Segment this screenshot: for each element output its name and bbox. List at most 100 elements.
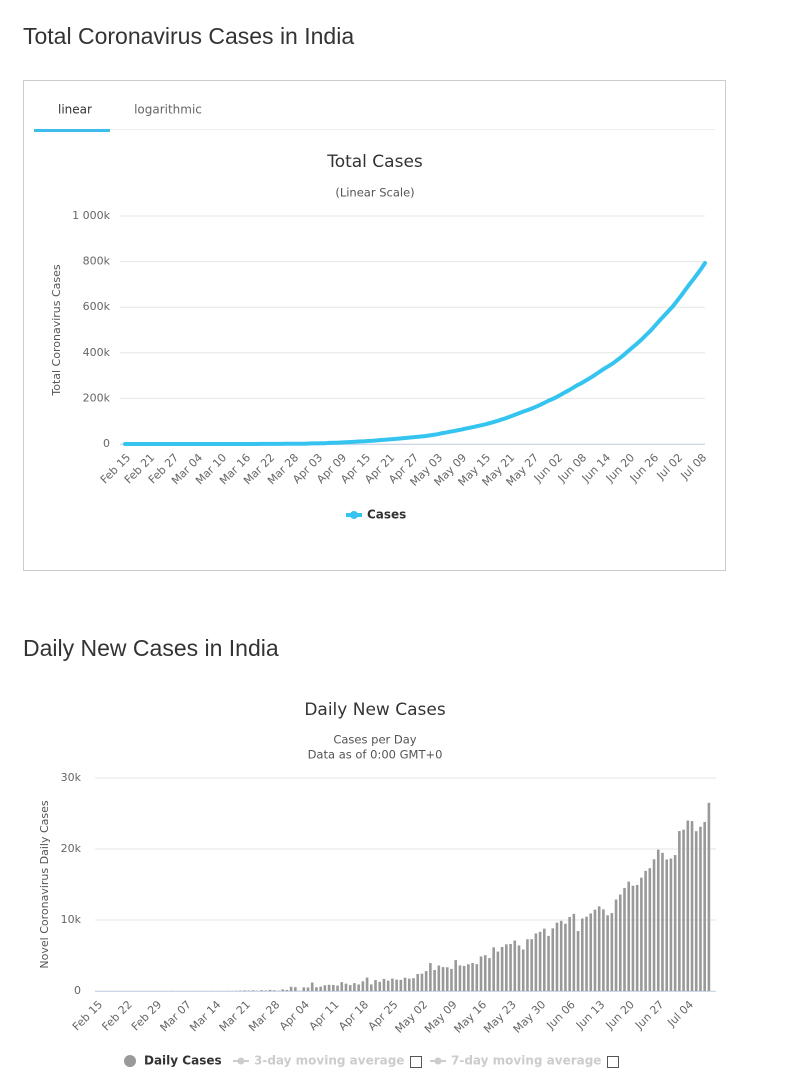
bar <box>699 826 702 991</box>
bar <box>315 987 318 991</box>
bar <box>585 916 588 991</box>
bar <box>467 964 470 991</box>
bar <box>302 987 306 991</box>
bar <box>340 982 344 991</box>
bar <box>661 852 664 991</box>
y-tick-label: 600k <box>83 300 111 313</box>
bar <box>344 983 348 991</box>
bar <box>602 909 605 991</box>
chart-subtitle: (Linear Scale) <box>335 186 414 200</box>
bar <box>319 986 322 991</box>
bar <box>534 933 538 991</box>
y-tick-label: 1 000k <box>72 209 110 222</box>
bar <box>475 964 479 991</box>
x-tick-label: Jun 27 <box>632 998 666 1032</box>
bar <box>412 978 415 991</box>
bar <box>450 968 453 991</box>
chart-box <box>23 80 726 571</box>
checkbox[interactable] <box>607 1056 619 1068</box>
y-tick-label: 0 <box>103 437 110 450</box>
bar <box>289 986 293 991</box>
bar <box>483 955 487 991</box>
bar <box>378 981 382 991</box>
bar <box>648 868 652 991</box>
x-tick-label: Mar 07 <box>158 998 194 1034</box>
legend-symbol <box>237 1057 245 1065</box>
legend-symbol <box>350 511 358 519</box>
bar <box>479 956 483 991</box>
bar <box>568 916 571 991</box>
checkbox[interactable] <box>410 1056 422 1068</box>
bar <box>593 909 597 991</box>
bar <box>614 899 618 991</box>
legend-label[interactable]: 3-day moving average <box>254 1054 404 1068</box>
bar <box>353 983 356 991</box>
bar <box>526 939 529 991</box>
bar <box>690 821 694 991</box>
legend-label[interactable]: Cases <box>367 508 406 522</box>
chart-title: Daily New Cases <box>304 700 446 720</box>
tab[interactable]: linear <box>58 103 92 117</box>
tab[interactable]: logarithmic <box>134 103 202 117</box>
y-tick-label: 200k <box>83 391 111 404</box>
bar <box>332 984 335 991</box>
bar <box>424 971 428 991</box>
bar <box>471 963 474 991</box>
bar <box>272 990 276 991</box>
bar <box>420 973 424 991</box>
heading: Daily New Cases in India <box>23 635 279 661</box>
x-tick-label: Apr 11 <box>307 998 342 1033</box>
legend-label[interactable]: 7-day moving average <box>451 1054 601 1068</box>
bar <box>618 894 622 991</box>
bar <box>395 979 398 991</box>
bar <box>496 951 500 991</box>
x-tick-label: Jun 13 <box>573 998 607 1032</box>
bar <box>361 981 365 991</box>
bar <box>281 989 284 991</box>
bar <box>682 829 685 991</box>
bar <box>517 945 521 991</box>
bar <box>703 821 706 991</box>
bar <box>370 984 373 991</box>
line <box>123 261 707 446</box>
x-tick-label: Mar 28 <box>246 998 282 1034</box>
bar <box>285 989 289 991</box>
bar <box>268 989 272 991</box>
bar <box>644 870 647 991</box>
bar <box>589 913 593 991</box>
bar <box>492 947 495 991</box>
bar <box>416 974 420 991</box>
bar <box>441 967 445 991</box>
bar <box>530 939 533 991</box>
y-tick-label: 800k <box>83 255 111 268</box>
bar <box>403 977 407 991</box>
bar <box>652 859 656 991</box>
bar <box>551 928 555 991</box>
bar <box>669 858 673 991</box>
bar <box>572 913 576 991</box>
bar <box>555 922 559 991</box>
bar <box>462 965 466 991</box>
bar <box>521 949 525 991</box>
bar <box>445 967 449 991</box>
bar <box>365 977 369 991</box>
bar <box>547 935 550 991</box>
bar <box>610 913 614 991</box>
y-tick-label: 0 <box>74 984 81 997</box>
bar <box>606 915 609 991</box>
bar <box>294 987 297 991</box>
chart-title: Total Cases <box>326 152 423 172</box>
bar <box>454 960 457 991</box>
bar <box>640 877 643 991</box>
bar <box>597 906 601 991</box>
bar <box>399 979 403 991</box>
bar <box>336 985 339 991</box>
x-tick-label: Apr 18 <box>336 998 371 1033</box>
bar <box>348 985 352 991</box>
x-tick-label: Feb 22 <box>99 998 134 1033</box>
bar <box>665 859 668 991</box>
bar <box>576 931 580 991</box>
legend-label[interactable]: Daily Cases <box>144 1054 222 1068</box>
y-tick-label: 30k <box>61 771 82 784</box>
bar <box>306 987 310 991</box>
